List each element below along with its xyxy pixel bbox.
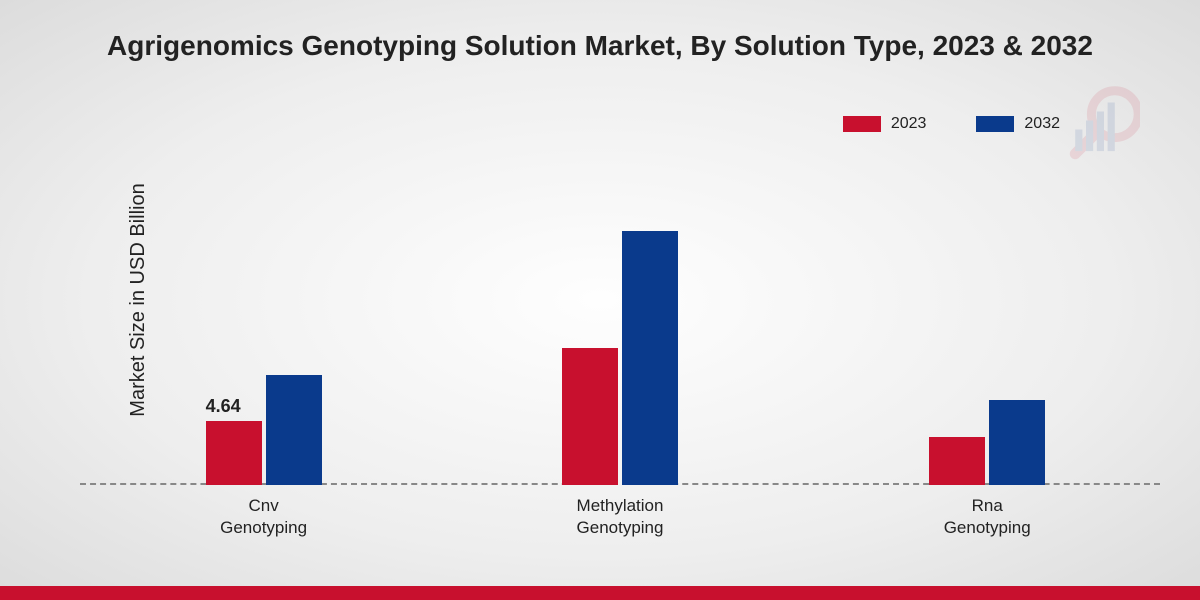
legend-item-2032: 2032 <box>976 115 1060 133</box>
bar-group <box>929 400 1045 485</box>
x-axis-labels: Cnv Genotyping Methylation Genotyping Rna … <box>80 495 1160 545</box>
bar-2032 <box>989 400 1045 485</box>
bar-2023 <box>929 437 985 485</box>
legend: 2023 2032 <box>843 115 1060 133</box>
plot-area: 4.64 <box>80 155 1160 485</box>
bar-2023 <box>206 421 262 485</box>
bar-group <box>562 231 678 485</box>
legend-label-2023: 2023 <box>891 115 927 133</box>
x-axis-category-label: Cnv Genotyping <box>184 495 344 539</box>
bar-2032 <box>266 375 322 485</box>
bar-2032 <box>622 231 678 485</box>
footer-bar <box>0 586 1200 600</box>
bar-group <box>206 375 322 485</box>
data-label: 4.64 <box>206 396 241 417</box>
chart-title: Agrigenomics Genotyping Solution Market,… <box>0 30 1200 62</box>
x-axis-category-label: Rna Genotyping <box>907 495 1067 539</box>
legend-swatch-2032 <box>976 116 1014 132</box>
legend-item-2023: 2023 <box>843 115 927 133</box>
legend-label-2032: 2032 <box>1024 115 1060 133</box>
bar-2023 <box>562 348 618 486</box>
x-axis-category-label: Methylation Genotyping <box>540 495 700 539</box>
legend-swatch-2023 <box>843 116 881 132</box>
